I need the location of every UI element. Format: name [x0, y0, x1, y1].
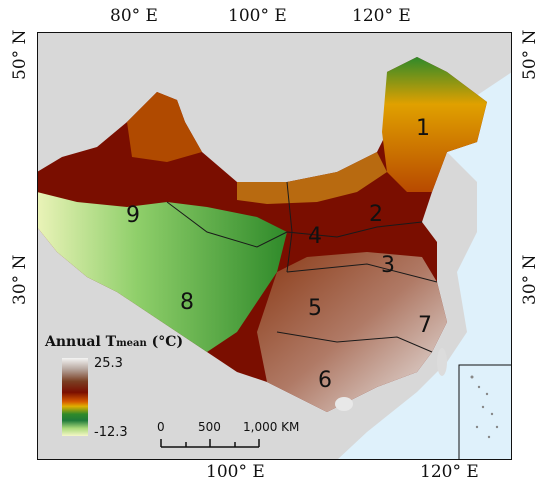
south-china	[257, 252, 447, 412]
map-border	[37, 32, 512, 460]
xinjiang-north	[127, 92, 202, 162]
legend-max-value: 25.3	[94, 356, 123, 371]
scale-bar	[160, 439, 260, 448]
region-8-label: 8	[180, 290, 194, 315]
right-50n-label: 50° N	[520, 29, 540, 80]
scale-zero: 0	[157, 420, 165, 434]
top-120e-label: 120° E	[352, 6, 411, 26]
bottom-100e-label: 100° E	[206, 462, 265, 482]
region-4-label: 4	[308, 224, 322, 249]
region-7-label: 7	[418, 313, 432, 338]
legend-title-sub: mean	[116, 338, 147, 349]
tibet-plateau	[37, 192, 287, 352]
top-80e-label: 80° E	[110, 6, 158, 26]
legend-title: Annual Tmean (°C)	[45, 334, 183, 350]
top-100e-label: 100° E	[228, 6, 287, 26]
region-9-label: 9	[126, 203, 140, 228]
legend-title-unit: (°C)	[146, 334, 184, 350]
region-6-label: 6	[318, 368, 332, 393]
temperature-map	[37, 32, 512, 460]
region-2-label: 2	[369, 202, 383, 227]
south-china-sea-inset	[458, 364, 512, 460]
bottom-120e-label: 120° E	[420, 462, 479, 482]
region-3-label: 3	[381, 253, 395, 278]
right-30n-label: 30° N	[520, 254, 540, 305]
scale-mid: 500	[198, 420, 221, 434]
taiwan-island	[437, 348, 447, 376]
legend-min-value: -12.3	[94, 425, 128, 440]
boundary-line	[286, 263, 438, 283]
left-30n-label: 30° N	[10, 254, 30, 305]
region-1-label: 1	[416, 116, 430, 141]
legend-color-bar	[62, 358, 88, 436]
inner-mongolia-band	[237, 152, 387, 204]
hainan-island	[335, 397, 353, 411]
left-50n-label: 50° N	[10, 29, 30, 80]
legend-title-main: Annual T	[45, 334, 117, 350]
boundary-line	[276, 331, 433, 353]
region-5-label: 5	[308, 296, 322, 321]
region-1-area	[382, 57, 487, 192]
scale-end: 1,000 KM	[243, 420, 300, 434]
boundary-line	[166, 201, 288, 248]
boundary-line	[286, 221, 423, 238]
